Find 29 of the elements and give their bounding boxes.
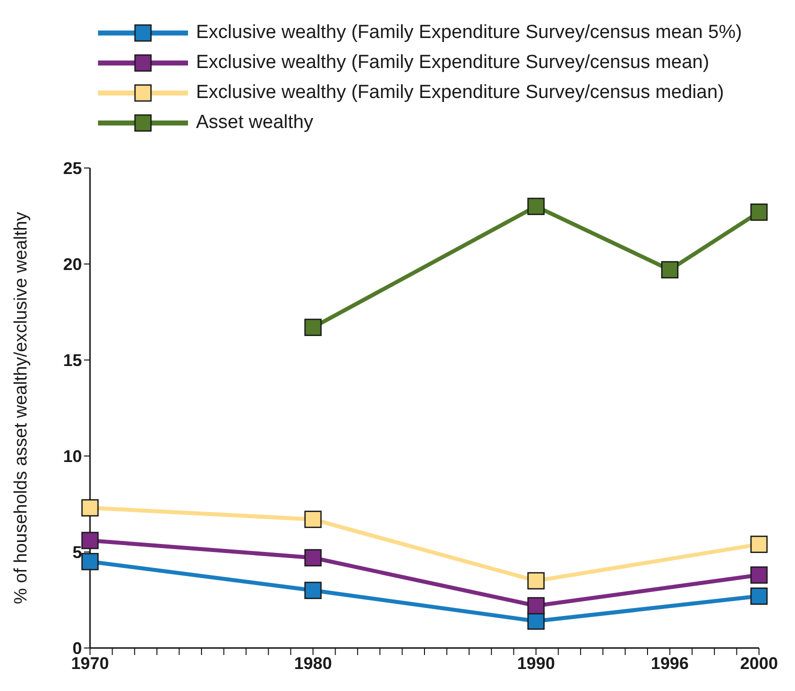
point [527,597,545,614]
point [750,588,768,605]
point [661,261,678,278]
y-tick-label: 15 [63,351,82,370]
y-tick-label: 5 [72,543,82,562]
x-tick-label: 2000 [740,654,778,674]
point [527,572,545,590]
y-tick-label: 20 [63,255,82,274]
point [304,549,322,566]
point [750,204,768,221]
legend-label: Exclusive wealthy (Family Expenditure Survey/census median) [196,82,724,104]
point [304,582,322,600]
point [750,566,768,584]
x-tick-label: 1996 [650,654,689,674]
y-axis-title: % of households asset wealthy/exclusive wealthy [10,212,30,604]
legend-label: Asset wealthy [196,112,314,134]
point [527,198,545,216]
legend-label: Exclusive wealthy (Family Expenditure Survey/census mean) [196,52,710,74]
point [304,510,322,528]
point [750,536,768,553]
point [81,532,99,550]
point [81,499,99,516]
legend-label: Exclusive wealthy (Family Expenditure Survey/census mean 5%) [196,22,742,44]
point [81,552,99,570]
y-tick-label: 25 [63,159,82,178]
x-tick-label: 1980 [294,654,332,674]
x-tick-label: 1990 [517,654,555,674]
y-tick-label: 10 [63,447,82,466]
point [304,318,322,336]
